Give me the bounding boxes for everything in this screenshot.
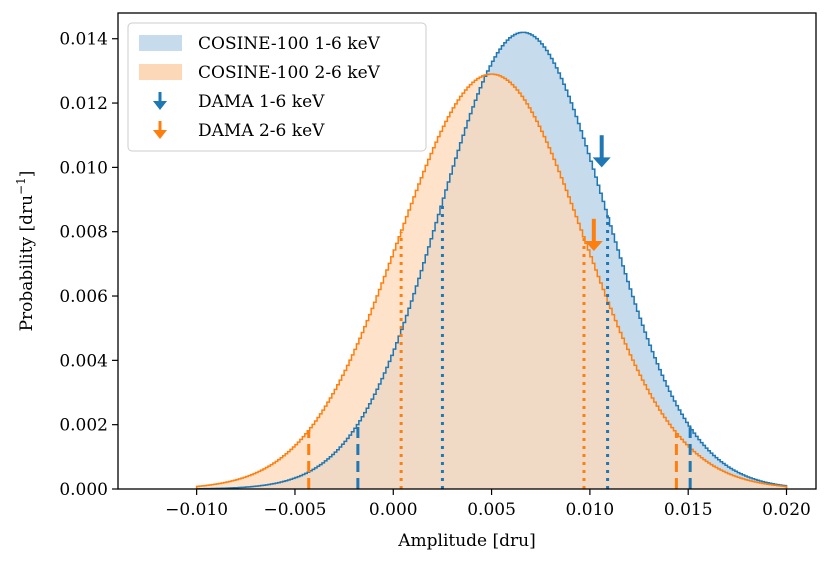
area-fill-series-1 [196, 74, 787, 489]
y-tick-label: 0.002 [59, 416, 108, 436]
y-tick-label: 0.004 [59, 351, 108, 371]
step-line-series-0 [195, 31, 788, 490]
y-axis-ticks: 0.000 0.002 0.004 0.006 0.008 0.010 0.012 0.014 [59, 30, 118, 500]
y-tick-label: 0.008 [59, 223, 108, 243]
y-axis-label-close: ] [17, 171, 37, 178]
y-axis-label-main: Probability [dru [17, 195, 37, 331]
dama-markers [584, 135, 611, 251]
plot-frame [117, 12, 817, 490]
legend-arrow-dama-1-6-icon [153, 92, 167, 110]
y-axis-label: Probability [dru−1] [14, 171, 37, 332]
legend-label-dama-2-6: DAMA 2-6 keV [198, 121, 325, 141]
dama-arrow-head-series-1 [584, 241, 603, 251]
y-tick-label: 0.014 [59, 30, 108, 50]
y-tick-label: 0.000 [59, 480, 108, 500]
interval-lines [307, 202, 692, 489]
dama-arrow-head-series-0 [592, 157, 611, 168]
x-axis-ticks: −0.010 −0.005 0.000 0.005 0.010 0.015 0.020 [165, 489, 811, 520]
step-line-series-1 [195, 73, 788, 490]
x-tick-label: 0.005 [467, 500, 516, 520]
y-tick-label: 0.010 [59, 158, 108, 178]
y-axis-label-sup: −1 [14, 177, 28, 195]
legend-swatch-cosine-1-6 [139, 35, 182, 51]
legend: COSINE-100 1-6 keV COSINE-100 2-6 keV DA… [127, 22, 427, 152]
x-tick-label: 0.020 [762, 500, 811, 520]
legend-arrow-dama-2-6-icon [153, 121, 167, 139]
x-tick-label: 0.010 [566, 500, 615, 520]
y-tick-label: 0.006 [59, 287, 108, 307]
x-axis-label: Amplitude [dru] [397, 531, 536, 551]
legend-swatch-cosine-2-6 [139, 64, 182, 80]
legend-box [127, 22, 427, 152]
x-tick-label: −0.010 [165, 500, 228, 520]
legend-label-cosine-1-6: COSINE-100 1-6 keV [198, 34, 381, 54]
step-outlines [195, 31, 788, 490]
x-tick-label: −0.005 [263, 500, 326, 520]
legend-label-cosine-2-6: COSINE-100 2-6 keV [198, 63, 381, 83]
x-tick-label: 0.000 [369, 500, 418, 520]
x-tick-label: 0.015 [664, 500, 713, 520]
y-tick-label: 0.012 [59, 94, 108, 114]
legend-label-dama-1-6: DAMA 1-6 keV [198, 92, 325, 112]
